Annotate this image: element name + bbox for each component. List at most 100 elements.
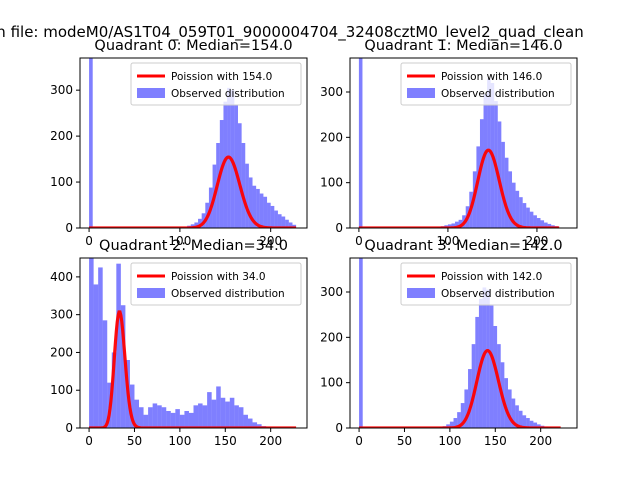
histogram-bar — [252, 422, 258, 428]
histogram-bar — [257, 424, 262, 428]
x-tick-label: 0 — [355, 234, 363, 248]
histogram-bar — [184, 411, 189, 428]
histogram-bar — [152, 403, 158, 428]
histogram-bar — [139, 407, 144, 428]
legend-box — [400, 262, 572, 306]
histogram-bar — [504, 378, 508, 428]
histogram-bar — [536, 218, 541, 228]
y-tick-label: 300 — [320, 285, 343, 299]
histogram-bar — [285, 219, 289, 228]
legend-hist-swatch — [407, 88, 435, 98]
histogram-bar — [522, 415, 527, 428]
histogram-bar — [453, 418, 458, 428]
subplot-title: Quadrant 0: Median=154.0 — [94, 38, 292, 54]
subplot-title: Quadrant 3: Median=142.0 — [364, 238, 562, 254]
histogram-bar — [464, 389, 469, 428]
histogram-bar — [270, 205, 275, 228]
axes-frame — [349, 257, 578, 429]
figure-title: n file: modeM0/AS1T04_059T01_9000004704_… — [0, 23, 584, 42]
y-tick-label: 0 — [65, 421, 73, 435]
axes-frame — [79, 57, 308, 229]
histogram-bar — [457, 412, 461, 428]
histogram-bar — [166, 411, 171, 428]
histogram-bar — [207, 392, 212, 428]
histogram-bar — [455, 221, 459, 228]
histogram-bar — [129, 384, 135, 428]
x-tick-label: 50 — [397, 434, 412, 448]
histogram-bar — [449, 421, 454, 428]
axes-frame — [349, 57, 578, 229]
x-tick-label: 200 — [259, 234, 282, 248]
legend: Poission with 34.0 Observed distribution — [130, 262, 302, 306]
histogram-bar — [274, 210, 278, 228]
histogram-bar — [458, 219, 463, 228]
histogram-bar — [179, 414, 185, 428]
x-tick-label: 150 — [484, 434, 507, 448]
x-tick-label: 200 — [259, 434, 282, 448]
x-tick-label: 200 — [529, 434, 552, 448]
x-tick-label: 0 — [85, 234, 93, 248]
histogram-bar — [475, 316, 479, 428]
legend-fit-label: Poission with 34.0 — [171, 271, 266, 283]
subplot-0: 0 100 200 0 100 200 300 Quadrant 0: Median=154.… — [50, 38, 308, 248]
histogram-bar — [447, 224, 452, 228]
histogram-bar — [111, 352, 117, 428]
histogram-bar — [248, 177, 253, 228]
histogram-bar — [483, 94, 488, 228]
y-tick-label: 300 — [50, 308, 73, 322]
histogram-bar — [486, 289, 490, 428]
legend-fit-label: Poission with 142.0 — [441, 271, 542, 283]
histogram-bar — [216, 386, 221, 428]
legend-hist-swatch — [407, 288, 435, 298]
histogram-bar — [471, 344, 476, 428]
y-tick-label: 0 — [335, 221, 343, 235]
histogram-bar — [143, 414, 149, 428]
histogram-bar — [537, 424, 541, 428]
axes-frame — [79, 257, 308, 429]
y-tick-label: 200 — [50, 129, 73, 143]
histogram-bar — [529, 420, 534, 428]
histogram-bar — [515, 405, 519, 428]
subplot-3: 0 50 100 150 200 0 100 200 300 Quadrant 3: Median… — [320, 238, 578, 448]
histogram-bar — [198, 218, 202, 228]
x-tick-label: 0 — [355, 434, 363, 448]
y-tick-label: 200 — [320, 330, 343, 344]
histogram-bar — [198, 403, 203, 428]
histogram-bar — [102, 320, 108, 428]
histogram-bar — [98, 267, 103, 428]
histogram-bar — [241, 143, 246, 228]
poisson-fit-line — [89, 310, 297, 428]
plot-area — [89, 258, 297, 428]
histogram-bar — [193, 405, 199, 428]
subplot-1: 0 100 200 0 100 200 300 Quadrant 1: Median=146.… — [320, 38, 578, 248]
legend-hist-label: Observed distribution — [441, 288, 555, 300]
x-tick-label: 0 — [85, 434, 93, 448]
histogram-bar — [476, 146, 480, 228]
y-tick-label: 100 — [50, 175, 73, 189]
histogram-bar — [497, 121, 502, 228]
histogram-bar — [194, 222, 199, 228]
legend-fit-label: Poission with 154.0 — [171, 71, 272, 83]
histogram-bar — [188, 412, 194, 428]
histogram-bar — [202, 405, 208, 428]
legend-hist-label: Observed distribution — [171, 288, 285, 300]
histogram-bar — [225, 401, 230, 428]
histogram-bar — [540, 220, 545, 228]
histogram-bar — [547, 223, 552, 228]
histogram-bar — [157, 405, 162, 428]
histogram-bar — [243, 414, 248, 428]
histogram-bar — [120, 305, 126, 428]
histogram-bar — [529, 211, 534, 228]
histogram-bar — [281, 216, 286, 228]
histogram-bar — [359, 258, 363, 428]
legend-box — [400, 62, 572, 106]
histogram-bar — [544, 222, 548, 228]
histogram-bar — [175, 409, 180, 428]
histogram-bar — [511, 398, 516, 428]
y-tick-label: 0 — [65, 221, 73, 235]
histogram-bar — [479, 119, 484, 228]
y-tick-label: 400 — [50, 270, 73, 284]
histogram-bar — [487, 78, 491, 228]
histogram-bar — [229, 397, 235, 428]
